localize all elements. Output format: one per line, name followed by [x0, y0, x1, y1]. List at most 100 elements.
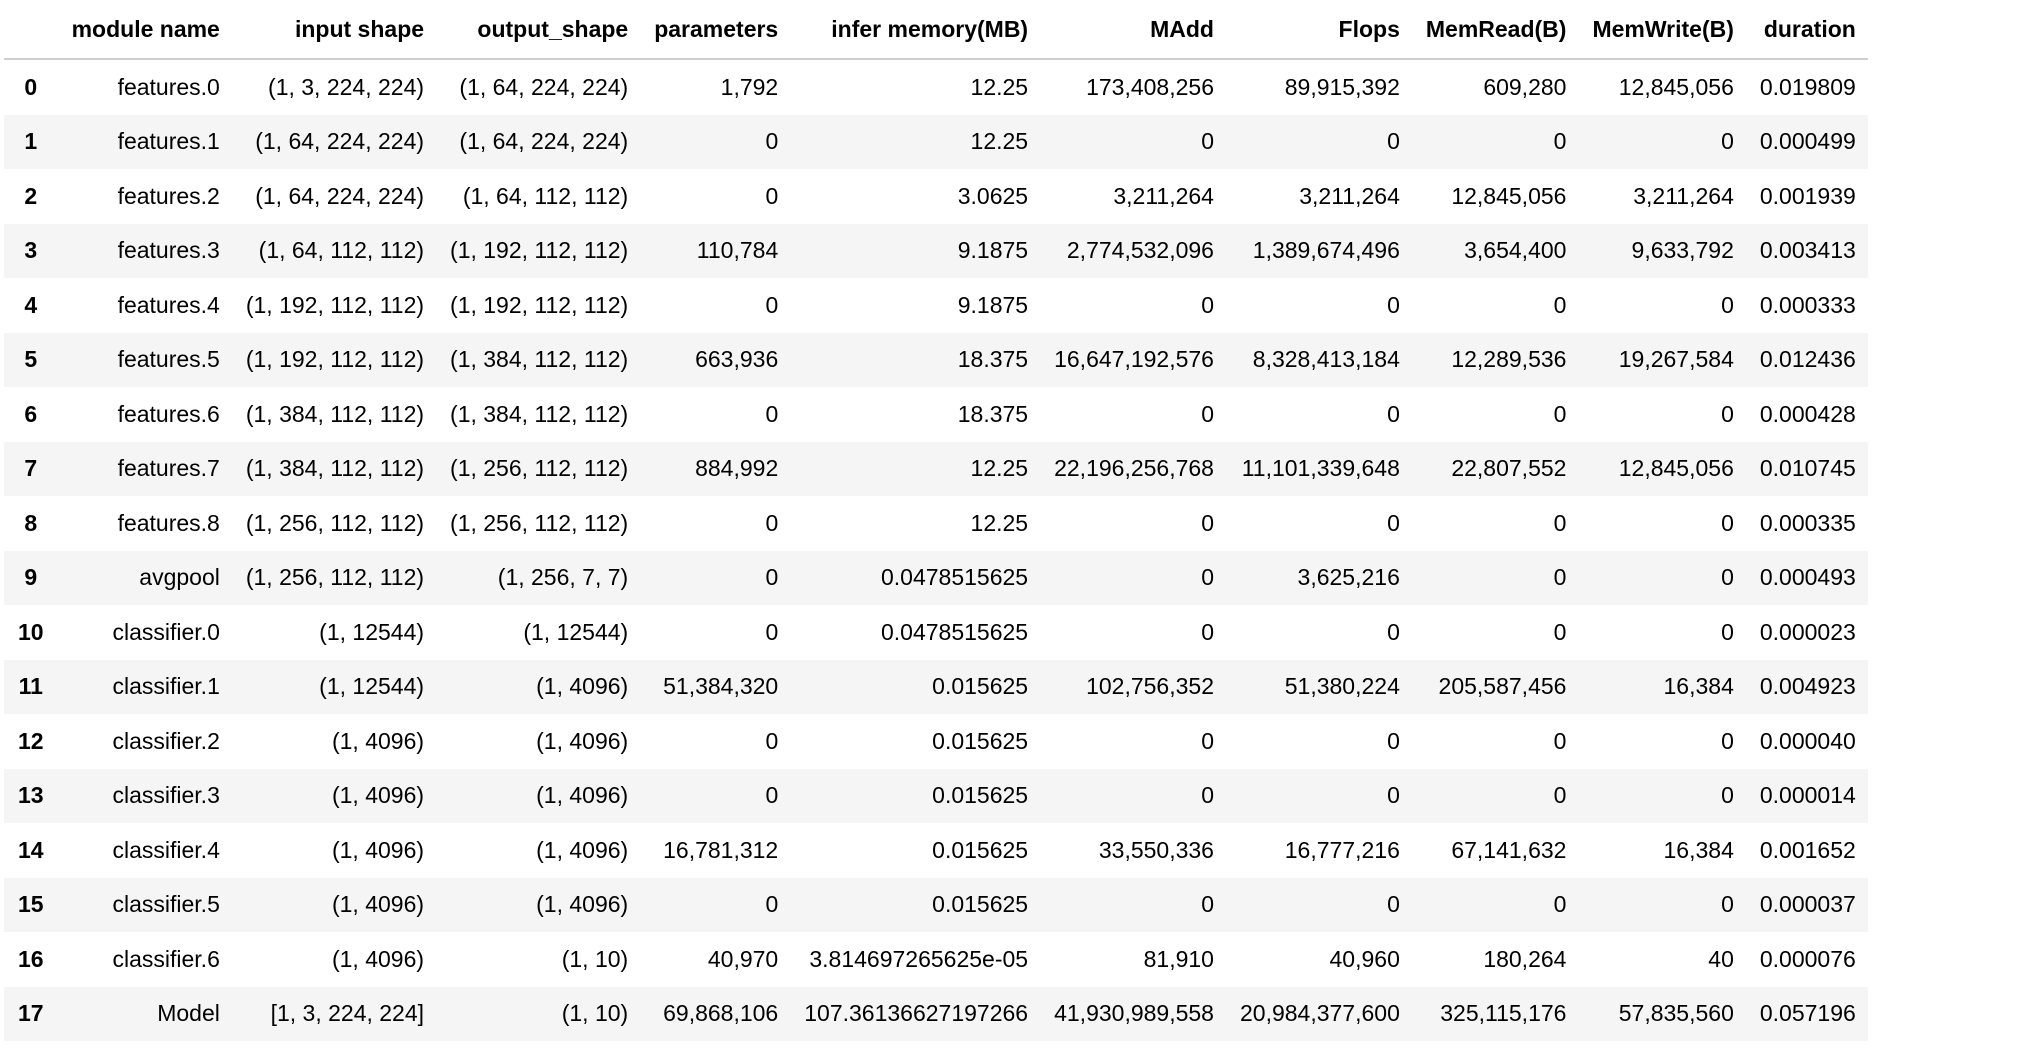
cell-output-shape: (1, 4096): [536, 782, 629, 809]
cell-madd: 102,756,352: [1086, 673, 1214, 700]
cell-memwrite: 16,384: [1663, 836, 1734, 863]
cell-memread: 0: [1553, 128, 1567, 155]
cell-memread: 205,587,456: [1438, 673, 1567, 700]
table-row: 12 classifier.2 (1, 4096) (1, 4096) 0 0.01562…: [4, 714, 1868, 769]
cell-infer-memory: 12.25: [970, 509, 1029, 536]
cell-duration: 0.010745: [1759, 455, 1856, 482]
cell-memwrite: 0: [1721, 128, 1734, 155]
cell-madd: 33,550,336: [1098, 836, 1214, 863]
cell-flops: 20,984,377,600: [1239, 1000, 1400, 1027]
cell-input-shape: (1, 4096): [331, 782, 425, 809]
cell-duration: 0.004923: [1759, 673, 1856, 700]
cell-madd: 2,774,532,096: [1066, 237, 1214, 264]
table-row: 15 classifier.5 (1, 4096) (1, 4096) 0 0.01562…: [4, 877, 1868, 932]
cell-flops: 0: [1387, 618, 1400, 645]
cell-memread: 0: [1553, 782, 1567, 809]
cell-memread: 0: [1553, 891, 1567, 918]
row-index: 15: [18, 891, 44, 918]
cell-memread: 180,264: [1483, 945, 1567, 972]
table-row: 3 features.3 (1, 64, 112, 112) (1, 192, 112…: [4, 223, 1868, 278]
row-index: 7: [24, 455, 38, 482]
cell-infer-memory: 3.0625: [957, 182, 1029, 209]
cell-madd: 16,647,192,576: [1054, 346, 1214, 373]
cell-memread: 67,141,632: [1451, 836, 1567, 863]
cell-memread: 22,807,552: [1451, 455, 1567, 482]
cell-duration: 0.000499: [1759, 128, 1856, 155]
cell-memread: 0: [1553, 509, 1567, 536]
cell-output-shape: (1, 4096): [536, 727, 629, 754]
row-index: 8: [24, 509, 38, 536]
cell-memread: 609,280: [1483, 73, 1567, 100]
cell-input-shape: (1, 192, 112, 112): [245, 346, 425, 373]
cell-parameters: 16,781,312: [663, 836, 779, 863]
cell-madd: 0: [1201, 564, 1214, 591]
cell-memread: 12,289,536: [1451, 346, 1567, 373]
cell-infer-memory: 0.015625: [932, 891, 1029, 918]
column-header-infer-memory: infer memory(MB): [790, 0, 1041, 60]
cell-output-shape: (1, 256, 112, 112): [450, 455, 629, 482]
cell-input-shape: (1, 12544): [319, 673, 425, 700]
cell-infer-memory: 12.25: [970, 73, 1029, 100]
cell-module-name: classifier.1: [112, 673, 220, 700]
cell-duration: 0.012436: [1759, 346, 1856, 373]
row-index: 17: [18, 1000, 44, 1027]
cell-memwrite: 16,384: [1663, 673, 1734, 700]
cell-flops: 16,777,216: [1284, 836, 1400, 863]
row-index: 9: [24, 564, 38, 591]
cell-duration: 0.001939: [1759, 182, 1856, 209]
cell-parameters: 0: [765, 727, 779, 754]
column-header-output-shape: output_shape: [436, 0, 641, 60]
cell-memwrite: 3,211,264: [1633, 182, 1734, 209]
cell-module-name: classifier.2: [112, 727, 220, 754]
cell-flops: 0: [1387, 782, 1400, 809]
cell-duration: 0.003413: [1759, 237, 1856, 264]
cell-input-shape: (1, 384, 112, 112): [245, 455, 425, 482]
cell-input-shape: (1, 12544): [319, 618, 425, 645]
cell-infer-memory: 18.375: [957, 346, 1029, 373]
cell-flops: 0: [1387, 128, 1400, 155]
cell-module-name: features.6: [117, 400, 220, 427]
cell-input-shape: (1, 384, 112, 112): [245, 400, 425, 427]
column-header-flops: Flops: [1225, 0, 1412, 60]
cell-output-shape: (1, 192, 112, 112): [450, 237, 629, 264]
cell-memread: 325,115,176: [1440, 1000, 1567, 1027]
cell-infer-memory: 3.814697265625e-05: [809, 945, 1029, 972]
row-index: 6: [24, 400, 38, 427]
row-index: 14: [18, 836, 44, 863]
cell-parameters: 0: [765, 509, 779, 536]
cell-duration: 0.000428: [1759, 400, 1856, 427]
cell-parameters: 0: [765, 782, 779, 809]
cell-output-shape: (1, 10): [561, 1000, 629, 1027]
cell-infer-memory: 0.015625: [932, 727, 1029, 754]
table-row: 4 features.4 (1, 192, 112, 112) (1, 192, 11…: [4, 278, 1868, 333]
cell-module-name: features.7: [117, 455, 220, 482]
cell-memread: 0: [1553, 618, 1567, 645]
cell-input-shape: (1, 64, 112, 112): [258, 237, 425, 264]
cell-input-shape: (1, 4096): [331, 727, 425, 754]
cell-module-name: features.3: [117, 237, 220, 264]
cell-output-shape: (1, 64, 112, 112): [462, 182, 629, 209]
cell-madd: 81,910: [1143, 945, 1214, 972]
cell-memread: 3,654,400: [1464, 237, 1567, 264]
cell-duration: 0.000335: [1759, 509, 1856, 536]
cell-input-shape: (1, 4096): [331, 836, 425, 863]
row-index: 3: [24, 237, 38, 264]
cell-memwrite: 12,845,056: [1618, 455, 1734, 482]
cell-duration: 0.000037: [1759, 891, 1856, 918]
cell-output-shape: (1, 4096): [536, 673, 629, 700]
cell-module-name: features.1: [117, 128, 220, 155]
cell-madd: 22,196,256,768: [1054, 455, 1214, 482]
cell-output-shape: (1, 4096): [536, 836, 629, 863]
table-row: 10 classifier.0 (1, 12544) (1, 12544) 0 0.047…: [4, 605, 1868, 660]
cell-infer-memory: 9.1875: [957, 291, 1029, 318]
table-row: 0 features.0 (1, 3, 224, 224) (1, 64, 224, …: [4, 59, 1868, 115]
cell-input-shape: (1, 64, 224, 224): [255, 182, 425, 209]
cell-infer-memory: 18.375: [957, 400, 1029, 427]
cell-module-name: features.2: [117, 182, 220, 209]
cell-output-shape: (1, 384, 112, 112): [450, 400, 629, 427]
cell-parameters: 1,792: [720, 73, 779, 100]
row-index: 0: [24, 73, 38, 100]
cell-parameters: 0: [765, 291, 779, 318]
row-index: 11: [18, 673, 43, 700]
cell-input-shape: (1, 192, 112, 112): [245, 291, 425, 318]
